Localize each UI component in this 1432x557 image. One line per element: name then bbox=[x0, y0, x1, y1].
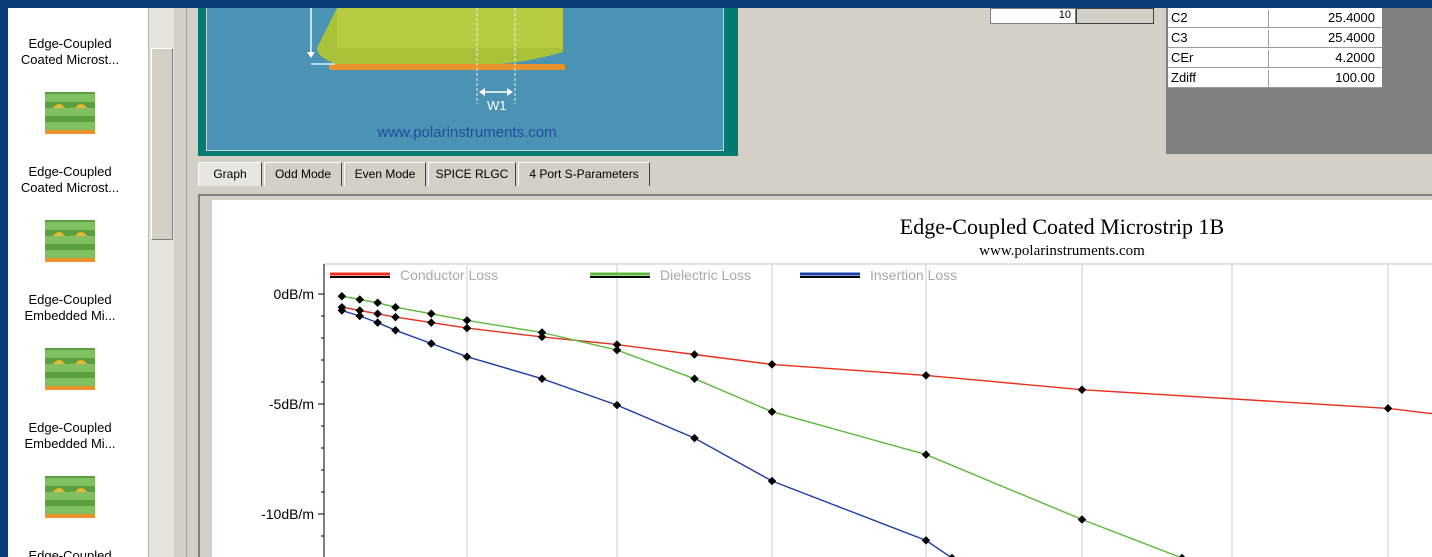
data-point bbox=[921, 371, 931, 380]
tab-even-mode[interactable]: Even Mode bbox=[344, 162, 426, 186]
data-point bbox=[767, 476, 777, 486]
structure-diagram: W1 www.polarinstruments.com bbox=[198, 8, 738, 156]
data-point bbox=[921, 536, 931, 545]
structure-thumbnail-icon bbox=[45, 348, 95, 390]
y-axis-tick-label: -5dB/m bbox=[269, 396, 314, 412]
scrollbar-thumb[interactable] bbox=[151, 48, 173, 240]
data-point bbox=[391, 312, 400, 322]
structure-item-label: Edge-Coupled Coated Microst... bbox=[20, 36, 120, 67]
data-point bbox=[337, 291, 347, 301]
structure-thumbnail-icon bbox=[45, 476, 95, 518]
results-table: C2 25.4000 C3 25.4000 CEr 4.2000 Zdiff 100.00 bbox=[1168, 8, 1382, 88]
data-point bbox=[355, 311, 364, 321]
chart-title: Edge-Coupled Coated Microstrip 1B bbox=[900, 214, 1224, 239]
result-row[interactable]: C2 25.4000 bbox=[1168, 8, 1382, 28]
structure-list-scrollbar[interactable] bbox=[148, 8, 175, 557]
data-point bbox=[337, 306, 347, 315]
data-point bbox=[373, 298, 382, 308]
result-name: Zdiff bbox=[1171, 70, 1197, 85]
structure-item-label: Edge-Coupled Embedded Mi... bbox=[24, 420, 116, 451]
tab-odd-mode[interactable]: Odd Mode bbox=[264, 162, 342, 186]
data-point bbox=[690, 433, 699, 443]
structure-item[interactable]: Edge-Coupled Embedded Mi... bbox=[8, 328, 156, 456]
diagram-website-text: www.polarinstruments.com bbox=[377, 124, 557, 141]
y-axis-tick-label: 0dB/m bbox=[274, 286, 314, 302]
data-point bbox=[537, 332, 547, 342]
tab-graph[interactable]: Graph bbox=[198, 162, 262, 186]
structure-list[interactable]: Edge-Coupled Coated Microst... Edge-Coupl… bbox=[8, 8, 156, 557]
chart-subtitle: www.polarinstruments.com bbox=[979, 243, 1145, 259]
structure-item-label: Edge-Coupled Coated Microst... bbox=[20, 164, 120, 195]
loss-chart: 0dB/m -5dB/m -10dB/m Edge-Coupled Coated Mi… bbox=[261, 214, 1432, 557]
structure-item-label: Edge-Coupled Embedded Mi... bbox=[28, 548, 112, 557]
structure-thumbnail-icon bbox=[45, 220, 95, 262]
dimension-label-w1: W1 bbox=[487, 98, 507, 113]
data-point bbox=[690, 350, 699, 359]
app-window: Edge-Coupled Coated Microst... Edge-Coupl… bbox=[8, 8, 1432, 557]
data-point bbox=[1383, 404, 1393, 413]
result-value: 4.2000 bbox=[1268, 50, 1379, 67]
tab-4-port-s-parameters[interactable]: 4 Port S-Parameters bbox=[518, 162, 650, 186]
cross-section-drawing bbox=[307, 8, 565, 104]
data-point bbox=[921, 450, 931, 459]
tab-spice-rlgc[interactable]: SPICE RLGC bbox=[428, 162, 516, 186]
plot-area bbox=[323, 263, 1432, 557]
data-point bbox=[462, 316, 472, 325]
data-point bbox=[537, 328, 547, 337]
data-point bbox=[373, 309, 382, 319]
data-point bbox=[612, 400, 622, 410]
result-value: 100.00 bbox=[1268, 70, 1379, 87]
structure-item-label: Edge-Coupled Embedded Mi... bbox=[24, 292, 116, 323]
panel-splitter[interactable] bbox=[174, 8, 187, 557]
result-value: 25.4000 bbox=[1268, 30, 1379, 47]
data-point bbox=[355, 295, 364, 304]
data-point bbox=[767, 360, 777, 369]
result-name: C3 bbox=[1171, 30, 1188, 45]
structure-item[interactable]: Edge-Coupled Embedded Mi... bbox=[8, 200, 156, 328]
graph-area: 0dB/m -5dB/m -10dB/m Edge-Coupled Coated Mi… bbox=[212, 200, 1432, 557]
result-name: C2 bbox=[1171, 10, 1188, 25]
data-point bbox=[427, 318, 436, 327]
structure-item[interactable]: Edge-Coupled Coated Microst... bbox=[8, 72, 156, 200]
result-name: CEr bbox=[1171, 50, 1194, 65]
data-point bbox=[391, 326, 400, 335]
results-panel: C2 25.4000 C3 25.4000 CEr 4.2000 Zdiff 100.00 bbox=[1166, 8, 1432, 154]
result-row[interactable]: Zdiff 100.00 bbox=[1168, 68, 1382, 88]
parameter-input-value: 10 bbox=[1058, 9, 1071, 21]
graph-frame: 0dB/m -5dB/m -10dB/m Edge-Coupled Coated Mi… bbox=[198, 194, 1432, 557]
data-point bbox=[391, 302, 400, 312]
data-point bbox=[373, 318, 382, 327]
result-value: 25.4000 bbox=[1268, 10, 1379, 27]
result-row[interactable]: C3 25.4000 bbox=[1168, 28, 1382, 48]
data-point bbox=[612, 345, 622, 355]
data-point bbox=[427, 309, 436, 319]
data-point bbox=[462, 352, 472, 361]
data-point bbox=[427, 339, 436, 348]
data-point bbox=[355, 306, 364, 315]
data-point bbox=[612, 340, 622, 349]
structure-thumbnail-icon bbox=[45, 92, 95, 134]
structure-item[interactable]: Edge-Coupled Embedded Mi... bbox=[8, 456, 156, 557]
legend-label: Dielectric Loss bbox=[660, 267, 751, 283]
result-row[interactable]: CEr 4.2000 bbox=[1168, 48, 1382, 68]
parameter-input[interactable]: 10 bbox=[990, 8, 1076, 24]
structure-item[interactable]: Edge-Coupled Coated Microst... bbox=[8, 8, 156, 72]
y-axis-tick-label: -10dB/m bbox=[261, 506, 314, 522]
legend-label: Conductor Loss bbox=[400, 267, 498, 283]
legend-label: Insertion Loss bbox=[870, 267, 957, 283]
calculate-button[interactable] bbox=[1076, 8, 1154, 24]
diagram-canvas: W1 www.polarinstruments.com bbox=[206, 8, 724, 151]
